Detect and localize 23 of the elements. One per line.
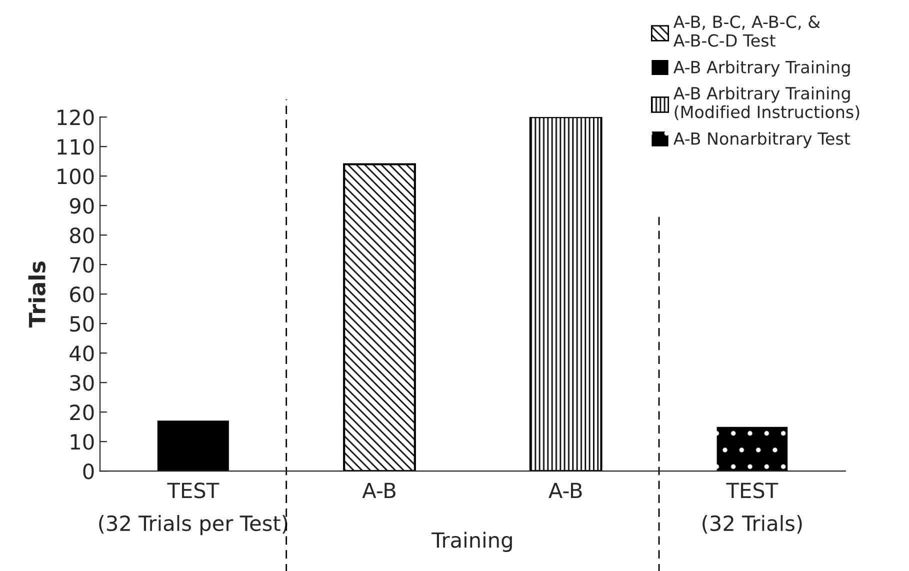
y-axis-title: Trials <box>28 262 46 328</box>
y-tick-label: 0 <box>83 464 94 480</box>
x-tick-label: A-B <box>362 482 396 498</box>
y-tick-label: 10 <box>70 434 94 450</box>
x-tick-label: TEST (32 Trials per Test) <box>99 482 288 536</box>
x-tick-label: TEST (32 Trials) <box>702 482 802 534</box>
y-tick-label: 80 <box>70 228 94 244</box>
y-tick-label: 20 <box>70 404 94 420</box>
legend-label: A-B Arbitrary Training (Modified Instructions) <box>673 86 860 120</box>
y-tick-label: 70 <box>70 257 94 273</box>
y-tick-label: 110 <box>58 139 94 155</box>
y-tick-label: 100 <box>58 168 94 184</box>
y-tick-label: 120 <box>58 110 94 126</box>
legend-label: A-B Nonarbitrary Test <box>673 132 850 148</box>
legend-label: A-B Arbitrary Training <box>673 60 850 77</box>
y-tick-label: 40 <box>70 346 94 362</box>
text: Training <box>432 532 512 552</box>
legend-label: A-B, B-C, A-B-C, & A-B-C-D Test <box>673 16 820 47</box>
x-tick-label: A-B <box>548 482 582 498</box>
y-tick-label: 90 <box>70 198 94 214</box>
y-tick-label: 50 <box>70 316 94 332</box>
y-tick-label: 30 <box>70 375 94 391</box>
y-tick-label: 60 <box>70 286 94 302</box>
